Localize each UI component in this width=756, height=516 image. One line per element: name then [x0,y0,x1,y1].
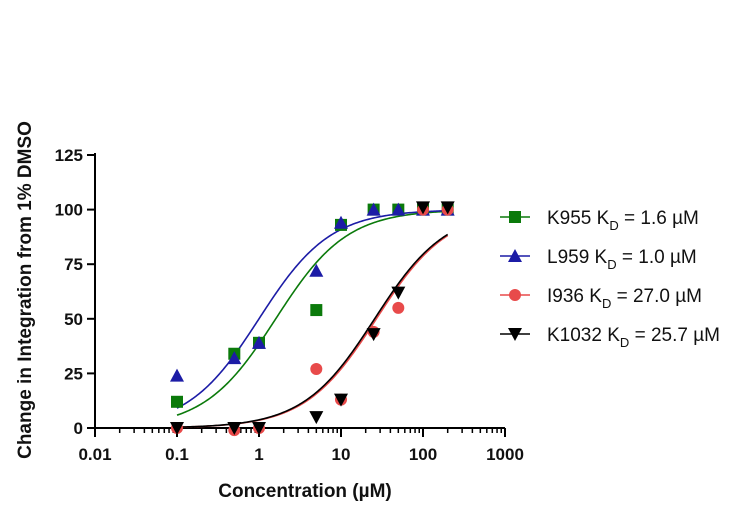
series-l959 [170,202,455,382]
data-point [309,411,324,425]
series-k1032 [170,201,455,435]
data-point [366,328,381,342]
y-tick-label: 75 [64,255,83,274]
legend-marker [509,289,521,301]
x-tick-label: 1000 [486,445,524,464]
data-point [170,422,184,435]
y-tick-label: 25 [64,364,83,383]
legend-label: I936 KD = 27.0 µM [547,286,702,311]
legend-item-l959: L959 KD = 1.0 µM [500,247,697,272]
data-point [366,202,381,216]
fit-curve-k955 [176,210,448,416]
data-point [440,201,455,215]
x-tick-label: 100 [409,445,437,464]
x-tick-label: 0.01 [78,445,111,464]
data-point [392,301,405,314]
data-point [334,215,348,229]
series-i936 [171,203,454,437]
legend-label: K1032 KD = 25.7 µM [547,325,720,350]
legend-item-i936: I936 KD = 27.0 µM [500,286,702,311]
fit-curve-k1032 [176,233,449,428]
legend-marker [508,328,522,341]
legend-label: K955 KD = 1.6 µM [547,208,699,233]
data-point [334,393,348,407]
data-point [227,422,242,435]
data-point [252,335,266,349]
data-point [310,363,323,376]
data-point [310,304,323,317]
x-tick-label: 1 [254,445,263,464]
y-tick-label: 100 [55,201,83,220]
legend-item-k1032: K1032 KD = 25.7 µM [500,325,720,350]
data-point [252,422,266,435]
x-axis-title: Concentration (µM) [218,481,392,502]
legend-label: L959 KD = 1.0 µM [547,247,697,272]
y-tick-label: 50 [64,310,83,329]
x-tick-label: 10 [332,445,351,464]
data-point [170,368,184,382]
y-tick-label: 0 [74,419,83,438]
data-point [391,286,406,300]
data-point [416,201,430,215]
data-point [309,263,324,277]
fit-curve-i936 [176,234,449,428]
y-tick-label: 125 [55,146,83,165]
legend-item-k955: K955 KD = 1.6 µM [500,208,699,233]
legend-marker [509,211,521,223]
data-point [227,351,242,365]
y-axis-title: Change in Integration from 1% DMSO [15,121,36,459]
x-tick-label: 0.1 [165,445,189,464]
data-point [171,395,183,408]
series-k955 [171,203,454,408]
legend-marker [508,249,522,262]
data-point [391,202,406,216]
